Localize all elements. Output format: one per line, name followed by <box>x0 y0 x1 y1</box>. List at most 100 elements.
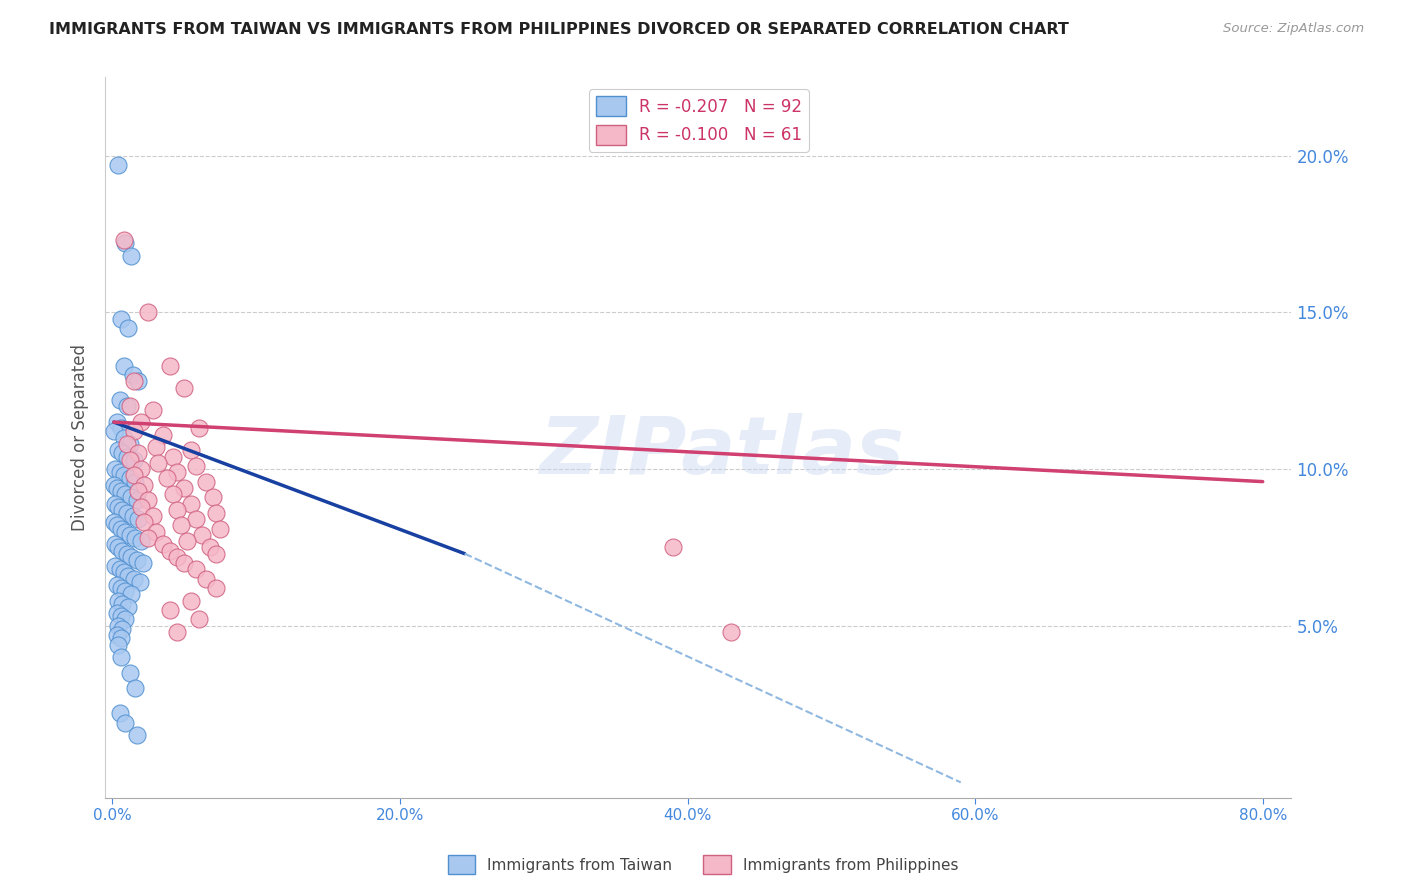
Point <box>111 503 134 517</box>
Point <box>194 572 217 586</box>
Point <box>166 503 188 517</box>
Point <box>209 522 232 536</box>
Point <box>180 443 202 458</box>
Point <box>121 368 143 383</box>
Legend: Immigrants from Taiwan, Immigrants from Philippines: Immigrants from Taiwan, Immigrants from … <box>441 849 965 880</box>
Point <box>120 249 142 263</box>
Point <box>112 233 135 247</box>
Point <box>173 556 195 570</box>
Point <box>190 528 212 542</box>
Point <box>114 487 136 501</box>
Point <box>117 599 139 614</box>
Point <box>184 562 207 576</box>
Point <box>132 477 155 491</box>
Point <box>110 311 132 326</box>
Point <box>104 559 127 574</box>
Point <box>170 518 193 533</box>
Point <box>125 553 148 567</box>
Point <box>108 393 131 408</box>
Point <box>103 477 125 491</box>
Point <box>110 632 132 646</box>
Point <box>159 603 181 617</box>
Point <box>156 471 179 485</box>
Point <box>125 728 148 742</box>
Legend: R = -0.207   N = 92, R = -0.100   N = 61: R = -0.207 N = 92, R = -0.100 N = 61 <box>589 89 808 152</box>
Point <box>127 512 149 526</box>
Text: ZIPatlas: ZIPatlas <box>540 413 904 491</box>
Point <box>104 497 127 511</box>
Point <box>173 481 195 495</box>
Point <box>166 549 188 564</box>
Point <box>105 628 128 642</box>
Point <box>117 321 139 335</box>
Point <box>111 543 134 558</box>
Point <box>108 562 131 576</box>
Point <box>118 471 141 485</box>
Point <box>122 572 145 586</box>
Point <box>107 593 129 607</box>
Point <box>114 612 136 626</box>
Point <box>115 450 138 464</box>
Point <box>118 400 141 414</box>
Point <box>127 446 149 460</box>
Point <box>117 568 139 582</box>
Point <box>122 425 145 439</box>
Point <box>129 462 152 476</box>
Point <box>198 541 221 555</box>
Point <box>105 481 128 495</box>
Point <box>205 506 228 520</box>
Point <box>104 537 127 551</box>
Point <box>115 400 138 414</box>
Point <box>105 415 128 429</box>
Point <box>107 619 129 633</box>
Point <box>720 625 742 640</box>
Point <box>104 462 127 476</box>
Point <box>176 534 198 549</box>
Point <box>108 465 131 479</box>
Point <box>162 450 184 464</box>
Point <box>159 359 181 373</box>
Point <box>110 483 132 498</box>
Point <box>107 541 129 555</box>
Point <box>173 381 195 395</box>
Point <box>111 597 134 611</box>
Point <box>124 531 146 545</box>
Point <box>127 483 149 498</box>
Point <box>129 500 152 514</box>
Point <box>120 490 142 504</box>
Point <box>145 524 167 539</box>
Point <box>205 581 228 595</box>
Point <box>103 425 125 439</box>
Point <box>148 456 170 470</box>
Point <box>194 475 217 489</box>
Point <box>184 512 207 526</box>
Point <box>180 593 202 607</box>
Y-axis label: Divorced or Separated: Divorced or Separated <box>72 344 89 532</box>
Point <box>162 487 184 501</box>
Point <box>115 547 138 561</box>
Point <box>127 375 149 389</box>
Point <box>145 440 167 454</box>
Point <box>124 681 146 696</box>
Point <box>166 625 188 640</box>
Point <box>122 375 145 389</box>
Point <box>159 543 181 558</box>
Text: Source: ZipAtlas.com: Source: ZipAtlas.com <box>1223 22 1364 36</box>
Point <box>108 706 131 721</box>
Point <box>114 236 136 251</box>
Point <box>112 431 135 445</box>
Point <box>107 638 129 652</box>
Point <box>166 465 188 479</box>
Point <box>125 493 148 508</box>
Point <box>112 468 135 483</box>
Point <box>107 443 129 458</box>
Point <box>138 493 160 508</box>
Point <box>110 522 132 536</box>
Point <box>180 497 202 511</box>
Point <box>114 524 136 539</box>
Point <box>114 584 136 599</box>
Point <box>105 518 128 533</box>
Point <box>122 452 145 467</box>
Point <box>103 516 125 530</box>
Point <box>122 468 145 483</box>
